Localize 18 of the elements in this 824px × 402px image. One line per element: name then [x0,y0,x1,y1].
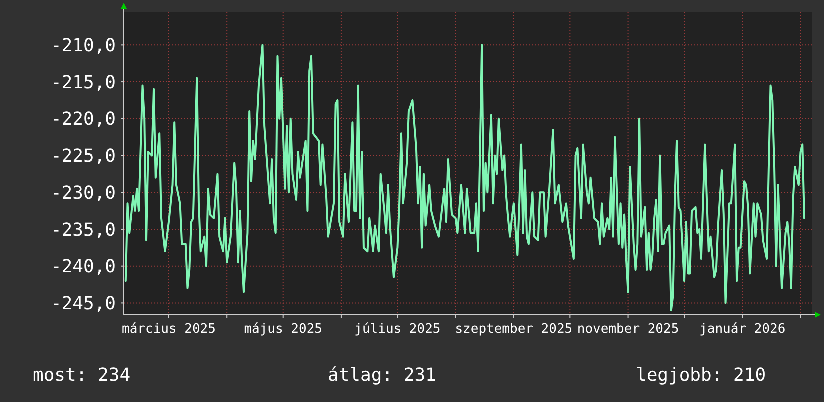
y-tick-label: -215,0 [50,72,116,94]
y-tick-label: -240,0 [50,256,116,278]
x-tick-label: július 2025 [354,322,441,337]
x-tick-label: május 2025 [244,322,322,337]
text: átlag: 231 [328,365,436,386]
text: most: 234 [33,365,131,386]
y-tick-label: -220,0 [50,109,116,130]
y-tick-label: -225,0 [50,146,116,168]
x-tick-label: november 2025 [577,322,680,337]
line-series [124,44,806,312]
y-tick-label: -210,0 [50,35,116,56]
text: legjobb: 210 [636,365,766,386]
x-tick-label: szeptember 2025 [455,322,573,337]
x-tick-label: január 2026 [700,322,786,337]
x-tick-label: március 2025 [122,322,216,337]
y-tick-label: -235,0 [50,220,116,241]
y-tick-label: -230,0 [50,182,116,204]
y-tick-label: -245,0 [50,294,116,315]
